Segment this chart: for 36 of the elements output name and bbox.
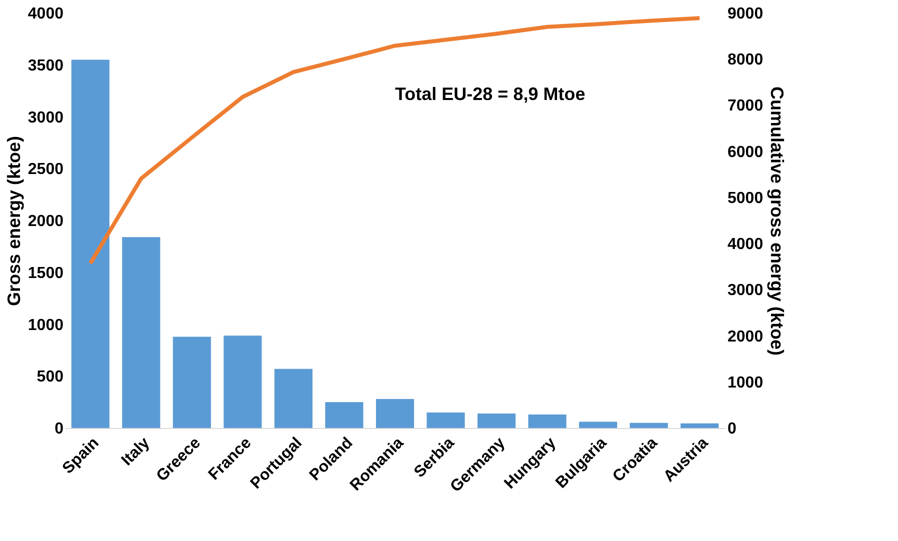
annotation: Total EU-28 = 8,9 Mtoe: [395, 84, 586, 104]
y-tick-label: 500: [36, 368, 64, 386]
y2-tick-label: 4000: [728, 236, 764, 254]
bar: [224, 336, 262, 428]
bar: [376, 398, 414, 428]
y2-tick-label: 3000: [728, 282, 764, 300]
bar: [630, 422, 668, 428]
y2-tick-label: 6000: [728, 144, 764, 161]
y2-tick-label: 7000: [728, 98, 764, 115]
y-tick-label: 1500: [28, 264, 64, 282]
bar: [325, 402, 364, 428]
bar: [274, 368, 312, 428]
bar: [172, 336, 211, 428]
y2-tick-label: 2000: [728, 328, 764, 346]
y-tick-label: 0: [54, 420, 64, 438]
bar: [122, 237, 160, 428]
y2-tick-label: 0: [728, 420, 736, 438]
bar: [680, 423, 719, 428]
y-tick-label: 1000: [28, 316, 64, 334]
y-tick-label: 3000: [28, 109, 64, 126]
y-tick-label: 4000: [28, 6, 64, 22]
bar: [426, 412, 465, 428]
y2-tick-label: 1000: [728, 374, 764, 392]
y-tick-label: 2000: [28, 213, 64, 230]
y-axis-title: Gross energy (ktoe): [4, 136, 24, 306]
y2-tick-label: 8000: [728, 52, 764, 69]
y2-tick-label: 5000: [728, 190, 764, 207]
line-series: [88, 16, 702, 266]
y-tick-label: 3500: [28, 57, 64, 74]
bar: [579, 422, 618, 428]
y-tick-label: 2500: [28, 161, 64, 178]
bar: [528, 414, 566, 428]
bar: [71, 60, 110, 428]
bar: [478, 413, 516, 428]
y2-tick-label: 9000: [728, 6, 764, 22]
y2-axis-title: Cumulative gross energy (ktoe): [767, 86, 788, 356]
